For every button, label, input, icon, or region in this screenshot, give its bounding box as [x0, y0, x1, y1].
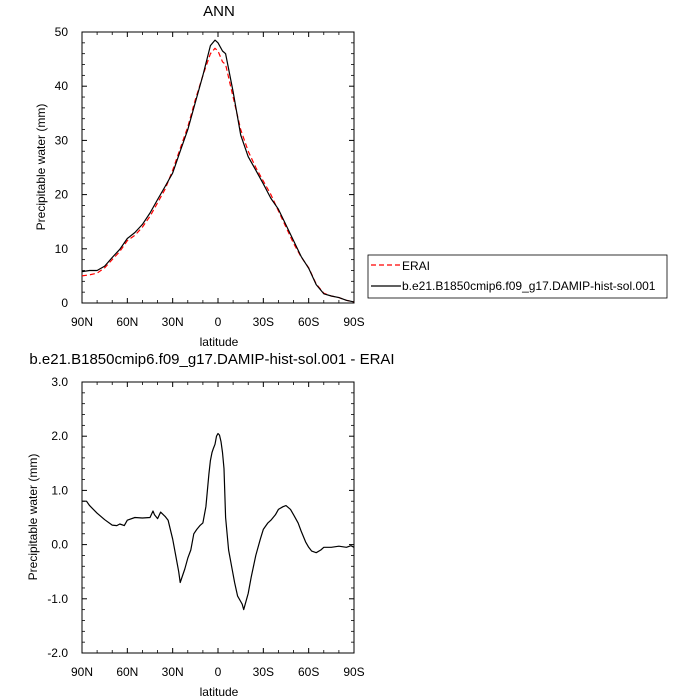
bottom-ytick-label: -2.0	[47, 646, 68, 660]
top-ytick-label: 40	[55, 79, 69, 93]
bottom-panel: b.e21.B1850cmip6.f09_g17.DAMIP-hist-sol.…	[26, 351, 395, 699]
top-axis-ticks: 90N 60N 30N 0 30S 60S 90S 0 10 20 30 40 50	[55, 25, 365, 329]
top-model-line	[81, 39, 355, 303]
top-xtick-label: 60N	[116, 315, 138, 329]
bottom-series-group	[82, 432, 355, 611]
bottom-xtick-label: 90N	[71, 665, 93, 679]
bottom-yaxis-label: Precipitable water (mm)	[26, 454, 40, 581]
top-xtick-label: 0	[215, 315, 222, 329]
bottom-ytick-label: -1.0	[47, 592, 68, 606]
top-plot-frame	[81, 31, 355, 304]
top-yaxis-label: Precipitable water (mm)	[34, 104, 48, 231]
bottom-xtick-label: 60N	[116, 665, 138, 679]
top-xtick-label: 90N	[71, 315, 93, 329]
bottom-ytick-label: 3.0	[51, 375, 68, 389]
top-xtick-label: 30S	[253, 315, 274, 329]
bottom-plot-frame	[81, 381, 355, 654]
bottom-axis-ticks: 90N 60N 30N 0 30S 60S 90S -2.0 -1.0 0.0 1.0 2.0 3.0	[47, 375, 364, 679]
legend-box	[367, 254, 668, 299]
top-ytick-label: 10	[55, 242, 69, 256]
top-chart-title: ANN	[203, 3, 235, 20]
bottom-xtick-label: 90S	[343, 665, 364, 679]
top-series-group	[81, 39, 355, 303]
top-erai-line	[81, 47, 355, 303]
top-xtick-label: 30N	[162, 315, 184, 329]
legend: ERAI b.e21.B1850cmip6.f09_g17.DAMIP-hist…	[367, 254, 668, 299]
bottom-ytick-label: 2.0	[51, 429, 68, 443]
top-ytick-label: 20	[55, 188, 69, 202]
legend-label-model: b.e21.B1850cmip6.f09_g17.DAMIP-hist-sol.…	[402, 279, 656, 293]
legend-label-erai: ERAI	[402, 259, 430, 273]
bottom-xaxis-label: latitude	[200, 685, 239, 699]
top-ytick-label: 50	[55, 25, 69, 39]
bottom-xtick-label: 30N	[162, 665, 184, 679]
top-panel: ANN 90N 60N 30N 0 30S 60S 90S 0 10 20 30 40 50 latit…	[34, 3, 365, 349]
bottom-xtick-label: 30S	[253, 665, 274, 679]
top-xaxis-label: latitude	[200, 335, 239, 349]
bottom-ytick-label: 1.0	[51, 483, 68, 497]
bottom-xtick-label: 60S	[298, 665, 319, 679]
top-xtick-label: 60S	[298, 315, 319, 329]
top-ytick-label: 0	[61, 296, 68, 310]
bottom-xtick-label: 0	[215, 665, 222, 679]
bottom-chart-title: b.e21.B1850cmip6.f09_g17.DAMIP-hist-sol.…	[29, 351, 394, 368]
bottom-ytick-label: 0.0	[51, 538, 68, 552]
top-ytick-label: 30	[55, 133, 69, 147]
top-xtick-label: 90S	[343, 315, 364, 329]
bottom-difference-line	[82, 432, 355, 611]
